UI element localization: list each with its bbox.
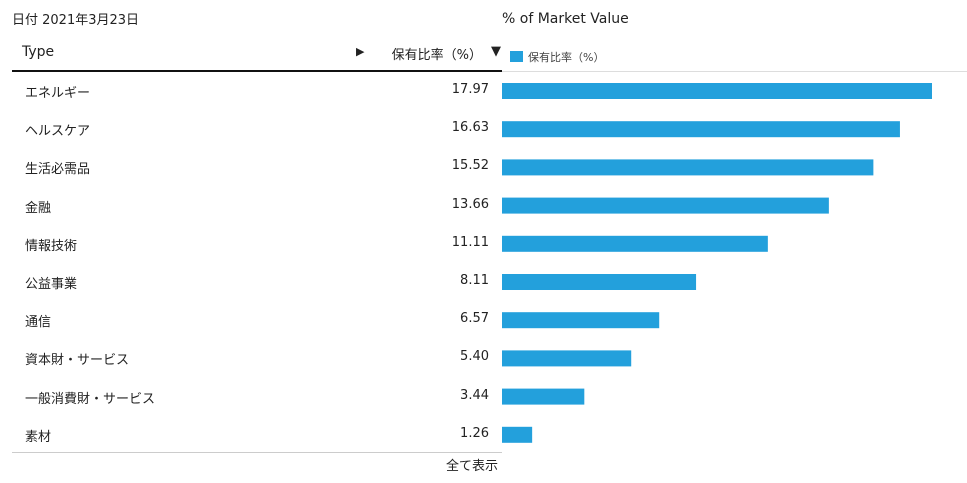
legend-label: 保有比率（%） (528, 51, 605, 64)
show-all-link[interactable]: 全て表示 (446, 459, 499, 474)
column-header-type[interactable]: Type (22, 44, 55, 60)
table-header: Type ▶ 保有比率（%） ▼ (12, 36, 502, 70)
category-label: 金融 (25, 200, 52, 216)
bar (502, 274, 697, 290)
category-label: 一般消費財・サービス (25, 391, 156, 407)
category-label: ヘルスケア (25, 124, 91, 140)
value-label: 8.11 (460, 273, 489, 288)
category-label: 生活必需品 (25, 162, 91, 178)
category-label: 資本財・サービス (25, 353, 130, 369)
bar (502, 197, 829, 214)
category-label: 通信 (25, 315, 52, 331)
column-header-value[interactable]: 保有比率（%） (391, 48, 482, 63)
legend-swatch (510, 51, 523, 62)
bar (502, 426, 533, 443)
value-label: 5.40 (460, 349, 489, 365)
value-label: 17.97 (451, 82, 489, 97)
bar (502, 235, 768, 252)
bar (502, 388, 585, 405)
bar (502, 350, 632, 367)
bar (502, 159, 874, 176)
value-label: 16.63 (451, 120, 489, 136)
value-label: 3.44 (460, 387, 489, 403)
category-label: エネルギー (25, 86, 91, 101)
value-label: 15.52 (451, 158, 489, 174)
value-label: 6.57 (460, 311, 489, 327)
value-label: 1.26 (460, 425, 489, 441)
footer-divider (12, 452, 502, 453)
category-label: 情報技術 (25, 238, 78, 254)
triangle-right-icon[interactable]: ▶ (356, 45, 365, 58)
bar (502, 312, 660, 329)
value-label: 11.11 (451, 234, 489, 250)
header-divider (12, 70, 502, 72)
chart-title: % of Market Value (502, 11, 629, 27)
triangle-down-icon[interactable]: ▼ (491, 44, 501, 59)
bar (502, 83, 932, 99)
date-label: 日付 2021年3月23日 (12, 13, 140, 28)
category-label: 素材 (25, 429, 52, 445)
category-label: 公益事業 (25, 277, 78, 292)
bar (502, 121, 900, 138)
chart-divider (502, 71, 967, 72)
value-label: 13.66 (451, 196, 489, 212)
legend: 保有比率（%） (510, 49, 604, 65)
